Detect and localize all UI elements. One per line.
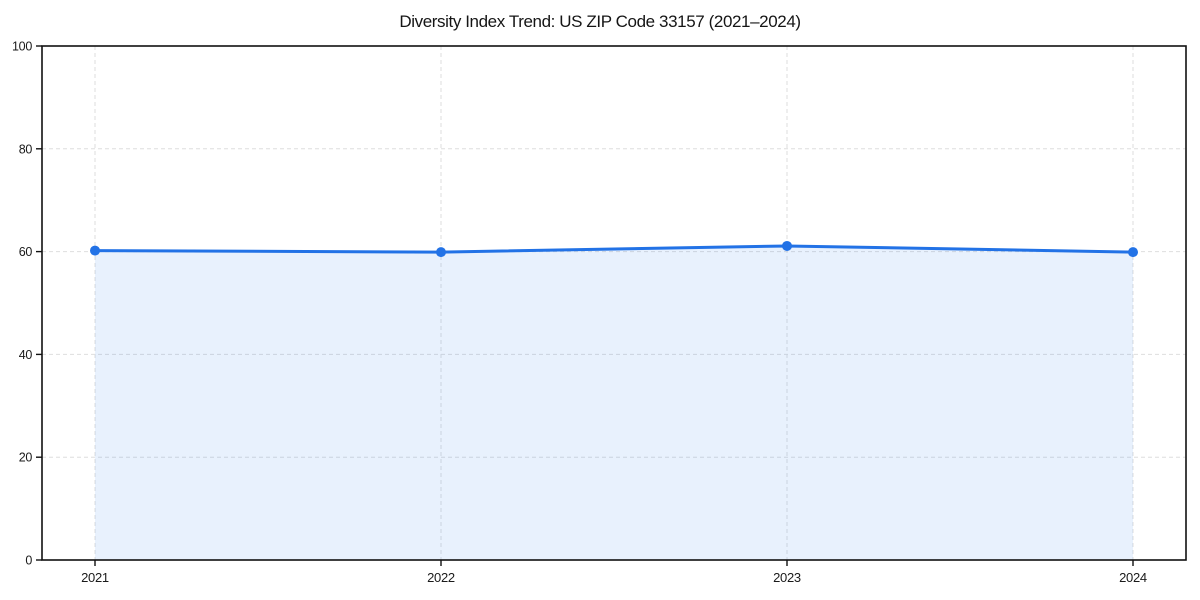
x-tick-label: 2022 (427, 570, 455, 585)
plot-border (41, 45, 1187, 561)
y-tick-label: 60 (19, 245, 33, 259)
y-tick-label: 20 (19, 451, 33, 465)
data-point (782, 240, 792, 251)
x-tick-label: 2023 (773, 570, 801, 585)
data-point (1128, 247, 1138, 258)
x-tick-label: 2021 (81, 570, 109, 585)
data-point (436, 247, 446, 258)
data-point (90, 245, 100, 256)
area-fill (95, 245, 1133, 561)
y-tick-label: 0 (25, 554, 32, 568)
y-tick-label: 100 (12, 40, 32, 54)
chart-title: Diversity Index Trend: US ZIP Code 33157… (399, 12, 801, 31)
x-tick-label: 2024 (1119, 570, 1147, 585)
trend-line (93, 244, 1135, 254)
y-tick-label: 40 (19, 348, 33, 362)
y-tick-label: 80 (19, 142, 33, 156)
